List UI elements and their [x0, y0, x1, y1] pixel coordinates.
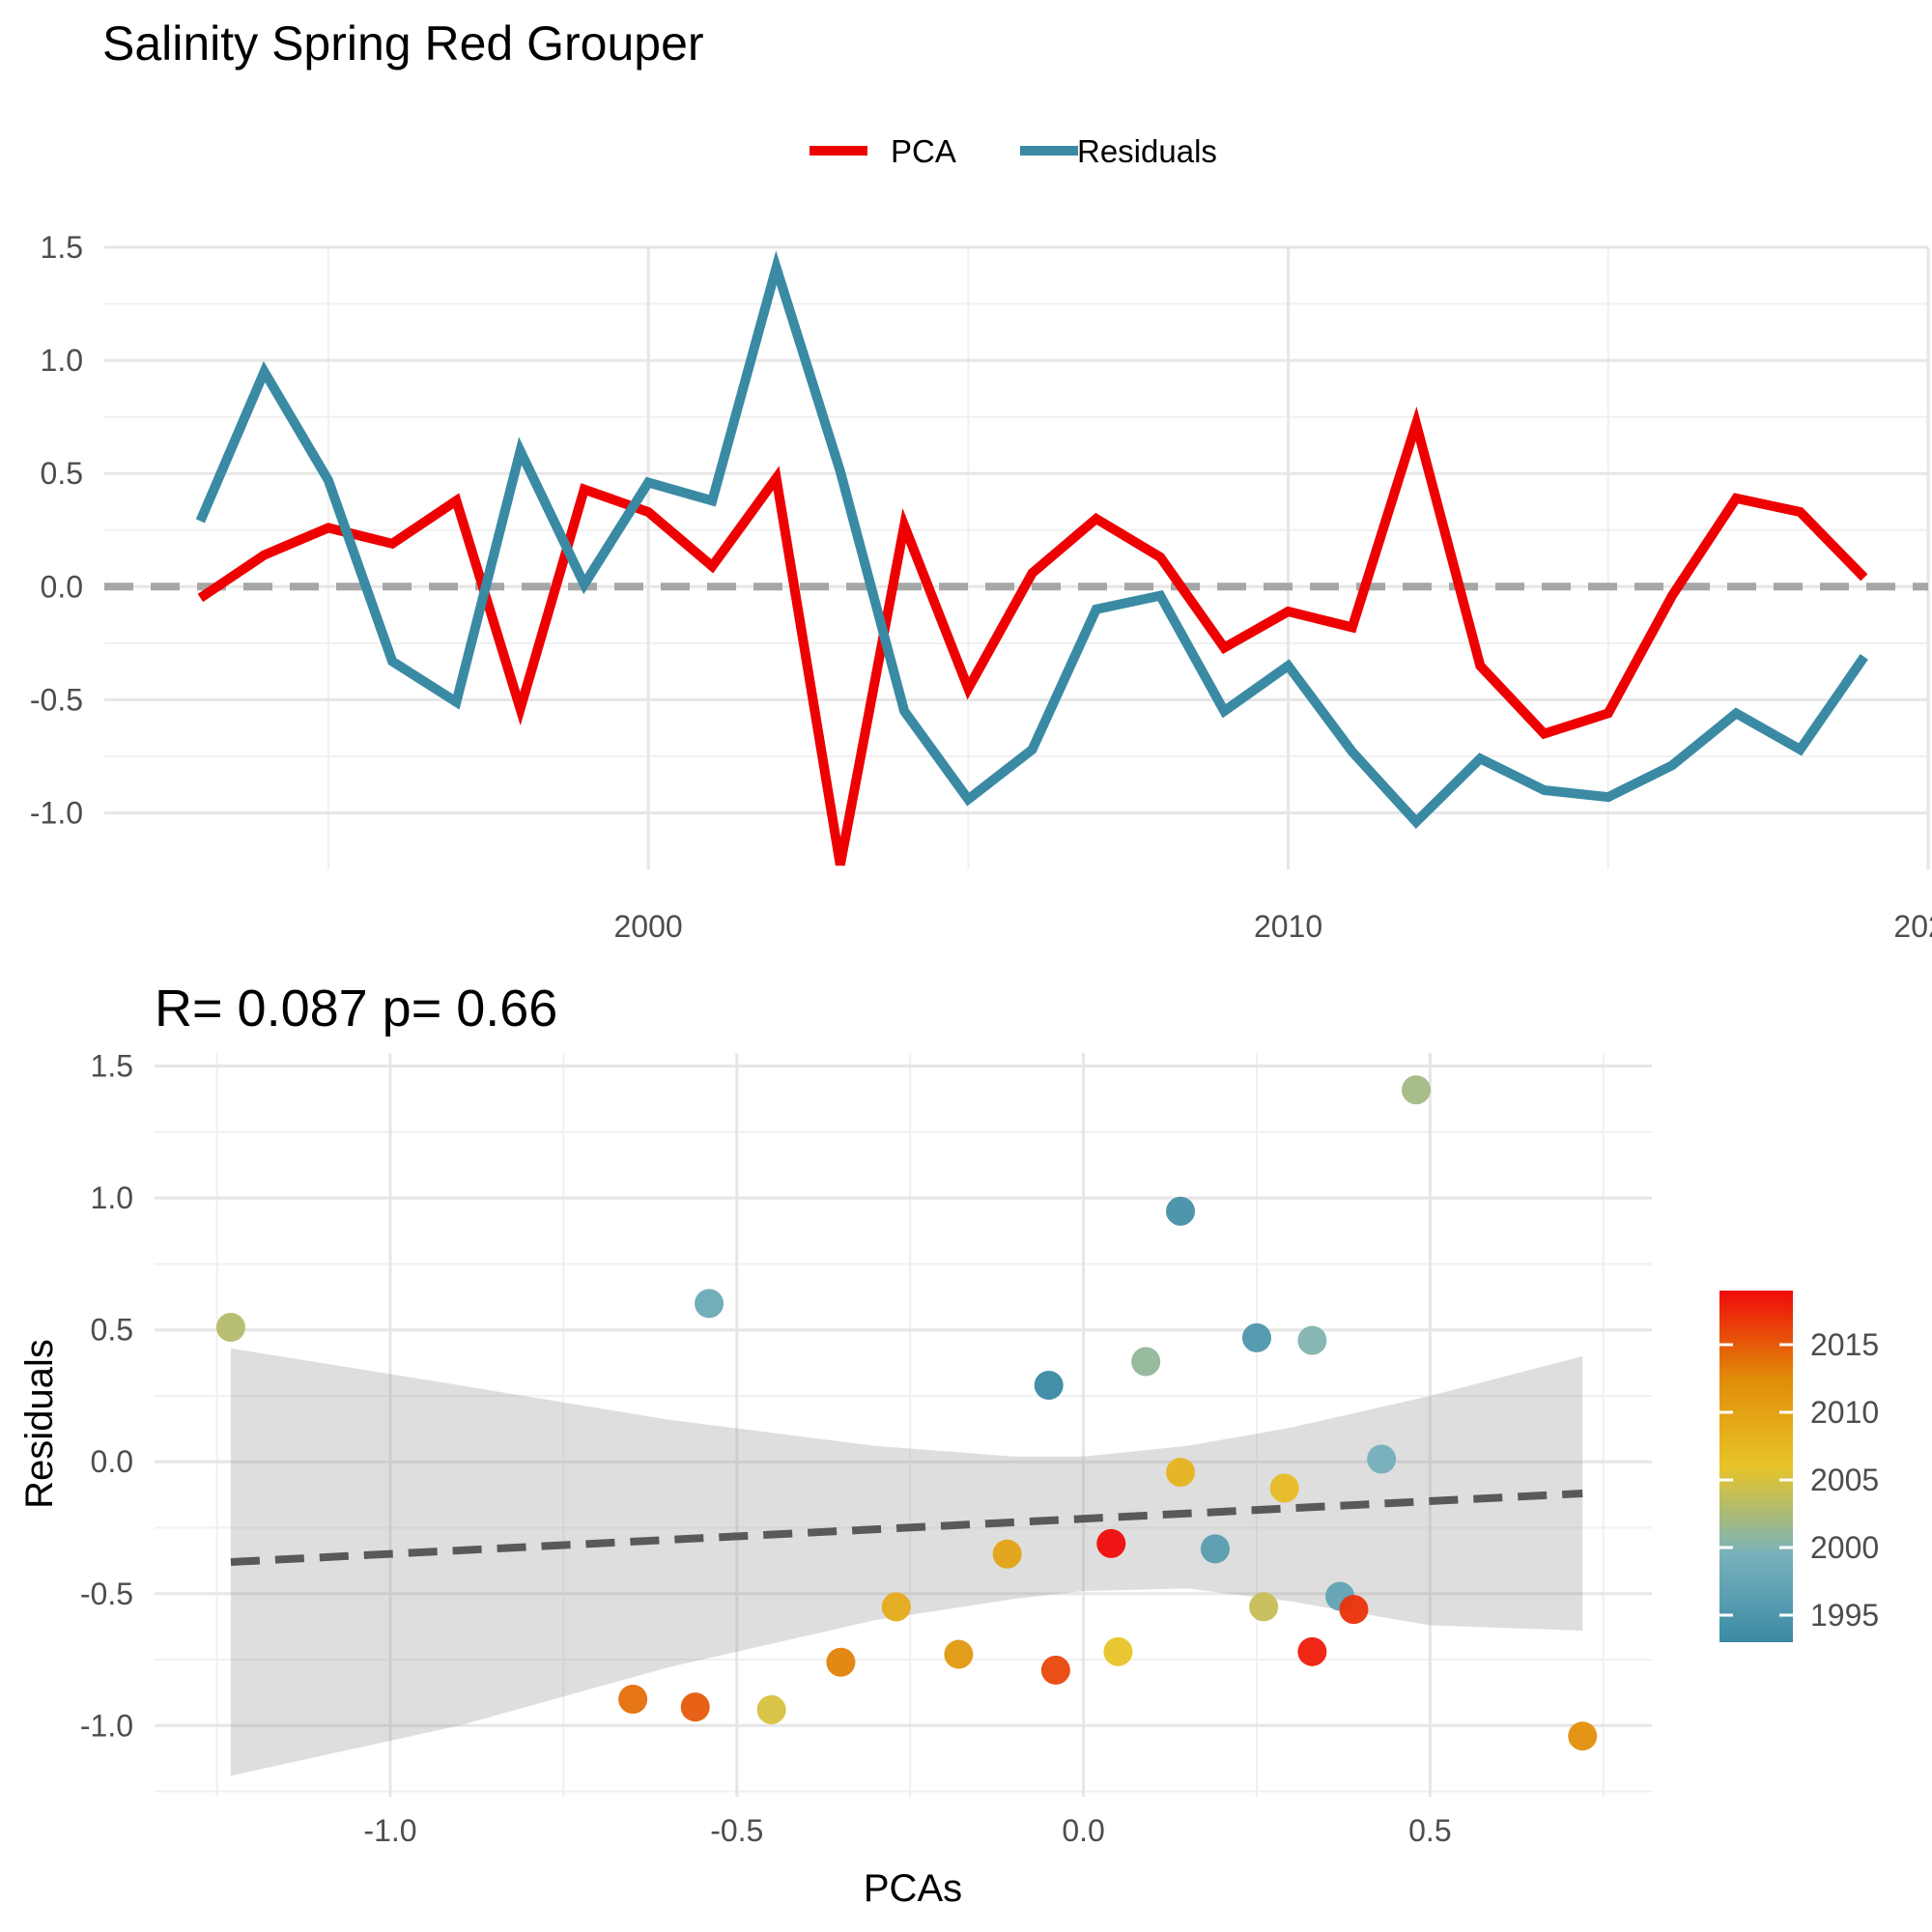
top-y-tick-label: 0.5	[41, 456, 83, 491]
scatter-point-2013	[826, 1647, 856, 1677]
figure-title: Salinity Spring Red Grouper	[102, 16, 704, 71]
scatter-y-tick-label: -1.0	[80, 1708, 133, 1743]
series-line-residuals	[195, 250, 1868, 830]
top-x-tick-label: 2010	[1254, 909, 1322, 944]
scatter-point-2004	[1249, 1592, 1279, 1622]
scatter-point-1996	[1200, 1534, 1230, 1564]
scatter-point-2017	[1339, 1595, 1369, 1625]
scatter-point-2015	[680, 1692, 710, 1722]
scatter-point-2019	[1096, 1528, 1126, 1558]
top-y-tick-label: 1.5	[41, 230, 83, 265]
scatter-x-tick-label: -0.5	[710, 1813, 763, 1848]
colorbar-strip	[1719, 1291, 1793, 1642]
top-legend: PCA Residuals	[810, 133, 1217, 169]
scatter-point-2011	[944, 1639, 974, 1669]
time-series-panel: -1.0 -0.5 0.0 0.5 1.0 1.5 2000 2010 2020	[30, 230, 1932, 944]
top-y-tick-label: 0.0	[41, 569, 83, 604]
colorbar-label: 2005	[1810, 1463, 1879, 1497]
regression-fit-line	[230, 1489, 1583, 1566]
scatter-point-2001	[1131, 1347, 1161, 1377]
scatter-y-tick-label: -0.5	[80, 1577, 133, 1611]
legend-label-residuals: Residuals	[1077, 133, 1217, 169]
scatter-point-1998	[695, 1289, 724, 1319]
top-y-tick-label: -0.5	[30, 682, 83, 717]
confidence-band	[230, 1348, 1583, 1776]
correlation-title: R= 0.087 p= 0.66	[155, 980, 557, 1037]
scatter-point-2014	[618, 1684, 648, 1714]
x-axis-title: PCAs	[864, 1867, 962, 1910]
scatter-point-2000	[1297, 1325, 1327, 1355]
scatter-point-2007	[1269, 1473, 1299, 1503]
scatter-x-tick-label: 0.5	[1408, 1813, 1451, 1848]
colorbar-label: 2000	[1810, 1530, 1879, 1565]
scatter-point-1999	[1367, 1444, 1397, 1474]
scatter-point-2005	[756, 1694, 786, 1724]
scatter-point-2006	[1103, 1636, 1133, 1666]
scatter-x-tick-label: -1.0	[363, 1813, 416, 1848]
colorbar-label: 2015	[1810, 1327, 1879, 1362]
scatter-y-tick-label: 0.0	[91, 1444, 133, 1479]
year-colorbar: 2015 2010 2005 2000 1995	[1719, 1291, 1879, 1642]
colorbar-label: 2010	[1810, 1395, 1879, 1430]
y-axis-title: Residuals	[18, 1339, 61, 1509]
scatter-y-tick-label: 0.5	[91, 1313, 133, 1348]
series-line-pca	[197, 406, 1868, 867]
scatter-x-tick-label: 0.0	[1062, 1813, 1104, 1848]
scatter-panel: -1.0 -0.5 0.0 0.5 1.0 1.5 -1.0 -0.5 0.0 0.5	[80, 1049, 1652, 1848]
scatter-point-2016	[1040, 1655, 1070, 1685]
top-x-tick-label: 2020	[1893, 909, 1932, 944]
scatter-point-2010	[992, 1539, 1022, 1569]
scatter-point-1993	[1034, 1371, 1064, 1401]
scatter-y-tick-label: 1.0	[91, 1180, 133, 1215]
scatter-point-2012	[1568, 1721, 1598, 1751]
scatter-point-1994	[1166, 1196, 1196, 1226]
scatter-point-2009	[881, 1592, 911, 1622]
scatter-point-2003	[215, 1312, 245, 1342]
scatter-point-2018	[1297, 1636, 1327, 1666]
colorbar-label: 1995	[1810, 1598, 1879, 1633]
scatter-y-tick-label: 1.5	[91, 1049, 133, 1084]
top-y-tick-label: -1.0	[30, 795, 83, 830]
scatter-point-2002	[1402, 1075, 1432, 1105]
top-y-tick-label: 1.0	[41, 343, 83, 378]
top-x-tick-label: 2000	[613, 909, 682, 944]
legend-label-pca: PCA	[891, 133, 956, 169]
scatter-point-2008	[1166, 1458, 1196, 1488]
scatter-point-1995	[1241, 1322, 1271, 1352]
